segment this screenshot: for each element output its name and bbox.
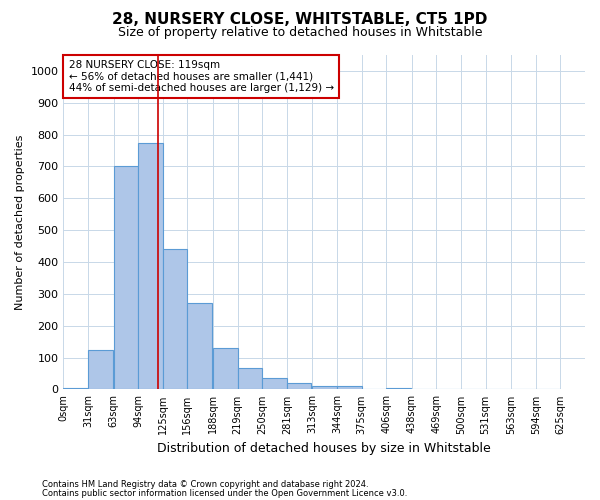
Bar [213, 348, 238, 390]
Bar [187, 304, 212, 390]
Bar [337, 386, 362, 390]
Bar [88, 350, 113, 390]
Bar [138, 142, 163, 390]
X-axis label: Distribution of detached houses by size in Whitstable: Distribution of detached houses by size … [157, 442, 491, 455]
Bar [64, 388, 88, 390]
Text: Contains public sector information licensed under the Open Government Licence v3: Contains public sector information licen… [42, 488, 407, 498]
Bar [238, 368, 262, 390]
Y-axis label: Number of detached properties: Number of detached properties [15, 134, 25, 310]
Text: Size of property relative to detached houses in Whitstable: Size of property relative to detached ho… [118, 26, 482, 39]
Bar [262, 378, 287, 390]
Bar [163, 250, 187, 390]
Text: 28 NURSERY CLOSE: 119sqm
← 56% of detached houses are smaller (1,441)
44% of sem: 28 NURSERY CLOSE: 119sqm ← 56% of detach… [68, 60, 334, 93]
Bar [113, 166, 138, 390]
Text: 28, NURSERY CLOSE, WHITSTABLE, CT5 1PD: 28, NURSERY CLOSE, WHITSTABLE, CT5 1PD [112, 12, 488, 28]
Bar [312, 386, 337, 390]
Text: Contains HM Land Registry data © Crown copyright and database right 2024.: Contains HM Land Registry data © Crown c… [42, 480, 368, 489]
Bar [287, 383, 311, 390]
Bar [386, 388, 411, 390]
